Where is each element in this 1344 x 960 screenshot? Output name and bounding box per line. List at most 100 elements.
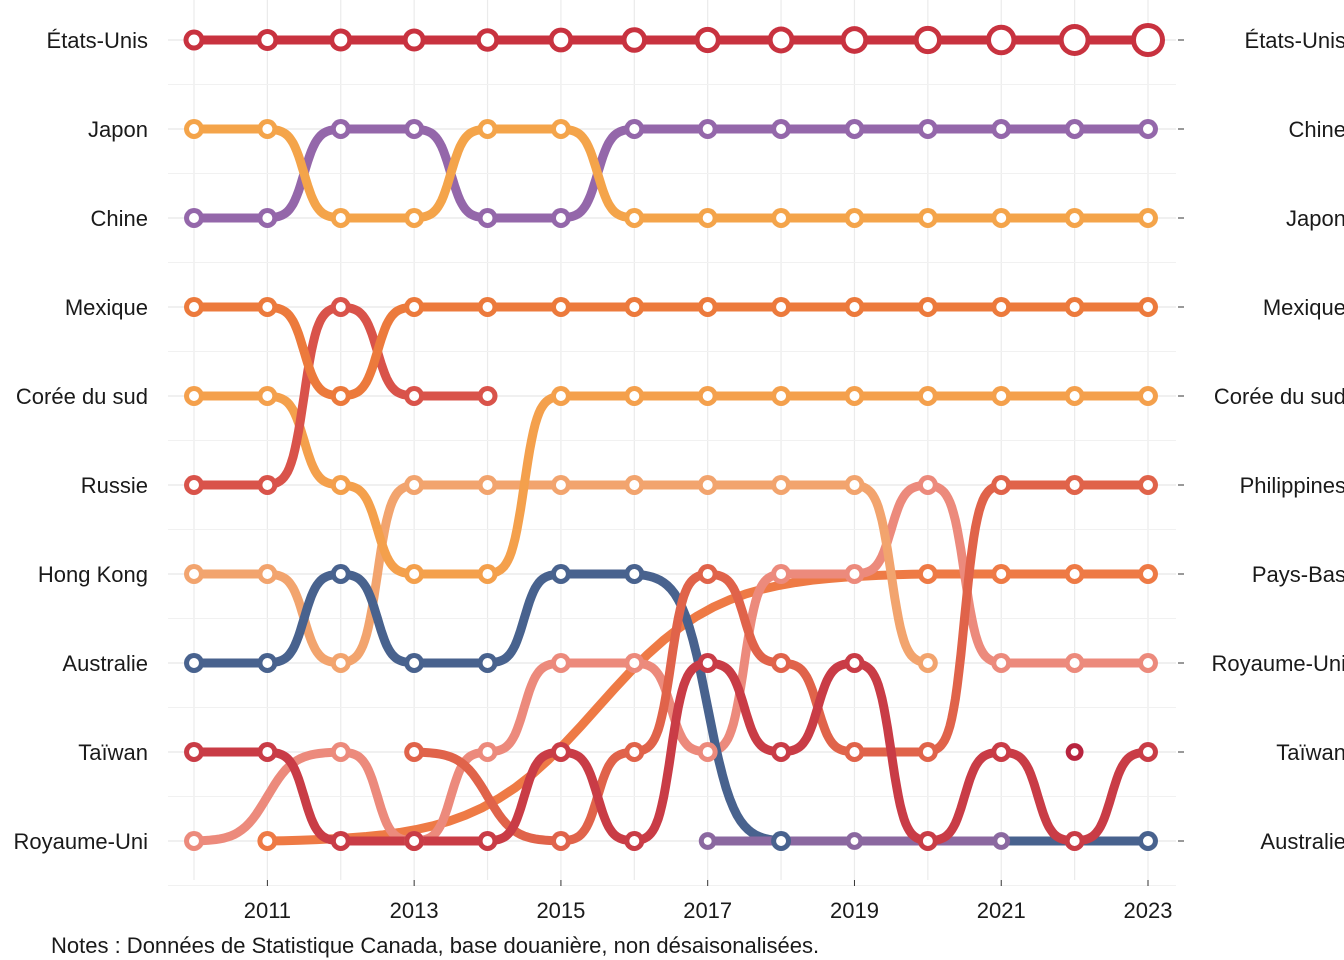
data-point-corée-du-sud-center bbox=[189, 391, 199, 401]
series-line-pays-bas bbox=[262, 569, 933, 846]
data-point-états-unis-center bbox=[845, 31, 864, 49]
data-point-russie-center bbox=[189, 480, 199, 490]
data-point-mexique-center bbox=[409, 302, 420, 312]
data-point-japon-center bbox=[776, 213, 787, 223]
data-point-chine-center bbox=[1069, 124, 1080, 134]
data-point-taïwan-center bbox=[776, 747, 787, 757]
left-rank-label: Australie bbox=[62, 651, 148, 676]
x-tick-label: 2013 bbox=[390, 898, 439, 923]
axis-labels: États-Unis Japon Chine Mexique Corée du sud R… bbox=[14, 28, 1344, 923]
data-point-royaume-uni-center bbox=[702, 747, 713, 757]
series-line-japon bbox=[556, 124, 639, 223]
data-point-corée-du-sud-center bbox=[409, 569, 420, 579]
data-point-mexique-center bbox=[1069, 302, 1080, 312]
right-rank-label: Royaume-Uni bbox=[1212, 651, 1344, 676]
data-point-australie-center bbox=[629, 569, 640, 579]
left-rank-label: Japon bbox=[88, 117, 148, 142]
data-point-corée-du-sud-center bbox=[482, 569, 493, 579]
data-point-hong-kong-center bbox=[922, 658, 933, 668]
data-point-pays-bas-center bbox=[922, 569, 933, 579]
data-point-chine-center bbox=[262, 213, 273, 223]
data-point-états-unis-center bbox=[772, 31, 790, 49]
chart-note: Notes : Données de Statistique Canada, b… bbox=[51, 933, 820, 958]
data-point-australie-center bbox=[409, 658, 420, 668]
data-point-taïwan-center bbox=[1069, 836, 1080, 846]
series-line-australie bbox=[629, 569, 786, 846]
data-point-russie-center bbox=[482, 391, 493, 401]
data-point-taïwan-center bbox=[189, 747, 199, 757]
x-tick-label: 2019 bbox=[830, 898, 879, 923]
data-point-royaume-uni-center bbox=[849, 569, 860, 579]
data-point-unnamed-center bbox=[850, 837, 859, 845]
right-rank-label: Corée du sud bbox=[1214, 384, 1344, 409]
data-point-philippines-center bbox=[922, 747, 933, 757]
series-line-taïwan bbox=[1070, 747, 1153, 846]
series-line-hong-kong bbox=[850, 480, 933, 668]
data-point-hong-kong-center bbox=[409, 480, 420, 490]
data-point-taïwan-center bbox=[629, 836, 640, 846]
data-point-japon-center bbox=[629, 213, 640, 223]
data-point-hong-kong-center bbox=[776, 480, 787, 490]
data-point-corée-du-sud-center bbox=[629, 391, 640, 401]
data-point-mexique-center bbox=[629, 302, 640, 312]
data-point-hong-kong-center bbox=[482, 480, 493, 490]
data-point-mexique-center bbox=[922, 302, 933, 312]
series-lines bbox=[189, 35, 1153, 846]
data-point-royaume-uni-center bbox=[189, 836, 199, 846]
data-point-mexique-center bbox=[482, 302, 493, 312]
data-point-japon-center bbox=[189, 124, 199, 134]
series-line-taïwan bbox=[556, 747, 639, 846]
series-line-royaume-uni bbox=[629, 658, 713, 757]
data-point-australie-center bbox=[776, 836, 787, 846]
series-points bbox=[183, 22, 1166, 851]
right-rank-label: États-Unis bbox=[1245, 28, 1344, 53]
data-point-philippines-center bbox=[409, 747, 420, 757]
data-point-chine-center bbox=[702, 124, 713, 134]
right-rank-label: Philippines bbox=[1240, 473, 1344, 498]
series-line-taïwan bbox=[776, 658, 859, 757]
series-line-taïwan bbox=[850, 658, 933, 846]
left-rank-label: Hong Kong bbox=[38, 562, 148, 587]
data-point-taïwan-center bbox=[1143, 747, 1153, 757]
data-point-chine-center bbox=[996, 124, 1007, 134]
data-point-hong-kong-center bbox=[702, 480, 713, 490]
data-point-mexique-center bbox=[555, 302, 566, 312]
right-rank-label: Pays-Bas bbox=[1252, 562, 1344, 587]
data-point-pays-bas-center bbox=[1069, 569, 1080, 579]
data-point-royaume-uni-center bbox=[1143, 658, 1153, 668]
data-point-corée-du-sud-center bbox=[849, 391, 860, 401]
series-line-hong-kong bbox=[336, 480, 419, 668]
data-point-corée-du-sud-center bbox=[776, 391, 787, 401]
data-point-états-unis-center bbox=[480, 33, 495, 47]
data-point-royaume-uni-center bbox=[922, 480, 933, 490]
data-point-corée-du-sud-center bbox=[996, 391, 1007, 401]
x-tick-label: 2015 bbox=[536, 898, 585, 923]
data-point-taïwan-center bbox=[922, 836, 933, 846]
data-point-australie-center bbox=[555, 569, 566, 579]
data-point-australie-center bbox=[335, 569, 346, 579]
data-point-pays-bas-center bbox=[1143, 569, 1153, 579]
data-point-unnamed-center bbox=[703, 837, 712, 845]
data-point-hong-kong-center bbox=[262, 569, 273, 579]
series-line-philippines bbox=[409, 747, 566, 846]
series-line-taïwan bbox=[996, 747, 1080, 846]
data-point-pays-bas-center bbox=[262, 836, 273, 846]
data-point-taïwan-center bbox=[996, 747, 1007, 757]
data-point-russie-center bbox=[335, 302, 346, 312]
data-point-taïwan-center bbox=[482, 836, 493, 846]
data-point-corée-du-sud-center bbox=[702, 391, 713, 401]
data-point-mexique-center bbox=[262, 302, 273, 312]
series-line-australie bbox=[483, 569, 566, 668]
data-point-royaume-uni-center bbox=[1069, 658, 1080, 668]
left-rank-label: Taïwan bbox=[78, 740, 148, 765]
data-point-australie-center bbox=[482, 658, 493, 668]
series-line-royaume-uni bbox=[923, 480, 1006, 668]
series-line-philippines bbox=[629, 569, 713, 757]
data-point-australie-center bbox=[1143, 836, 1153, 846]
data-point-unnamed-center bbox=[997, 837, 1006, 845]
x-tick-label: 2017 bbox=[683, 898, 732, 923]
data-point-philippines-center bbox=[1069, 480, 1080, 490]
data-point-chine-center bbox=[849, 124, 860, 134]
data-point-états-unis-center bbox=[261, 33, 274, 47]
data-point-chine-center bbox=[482, 213, 493, 223]
